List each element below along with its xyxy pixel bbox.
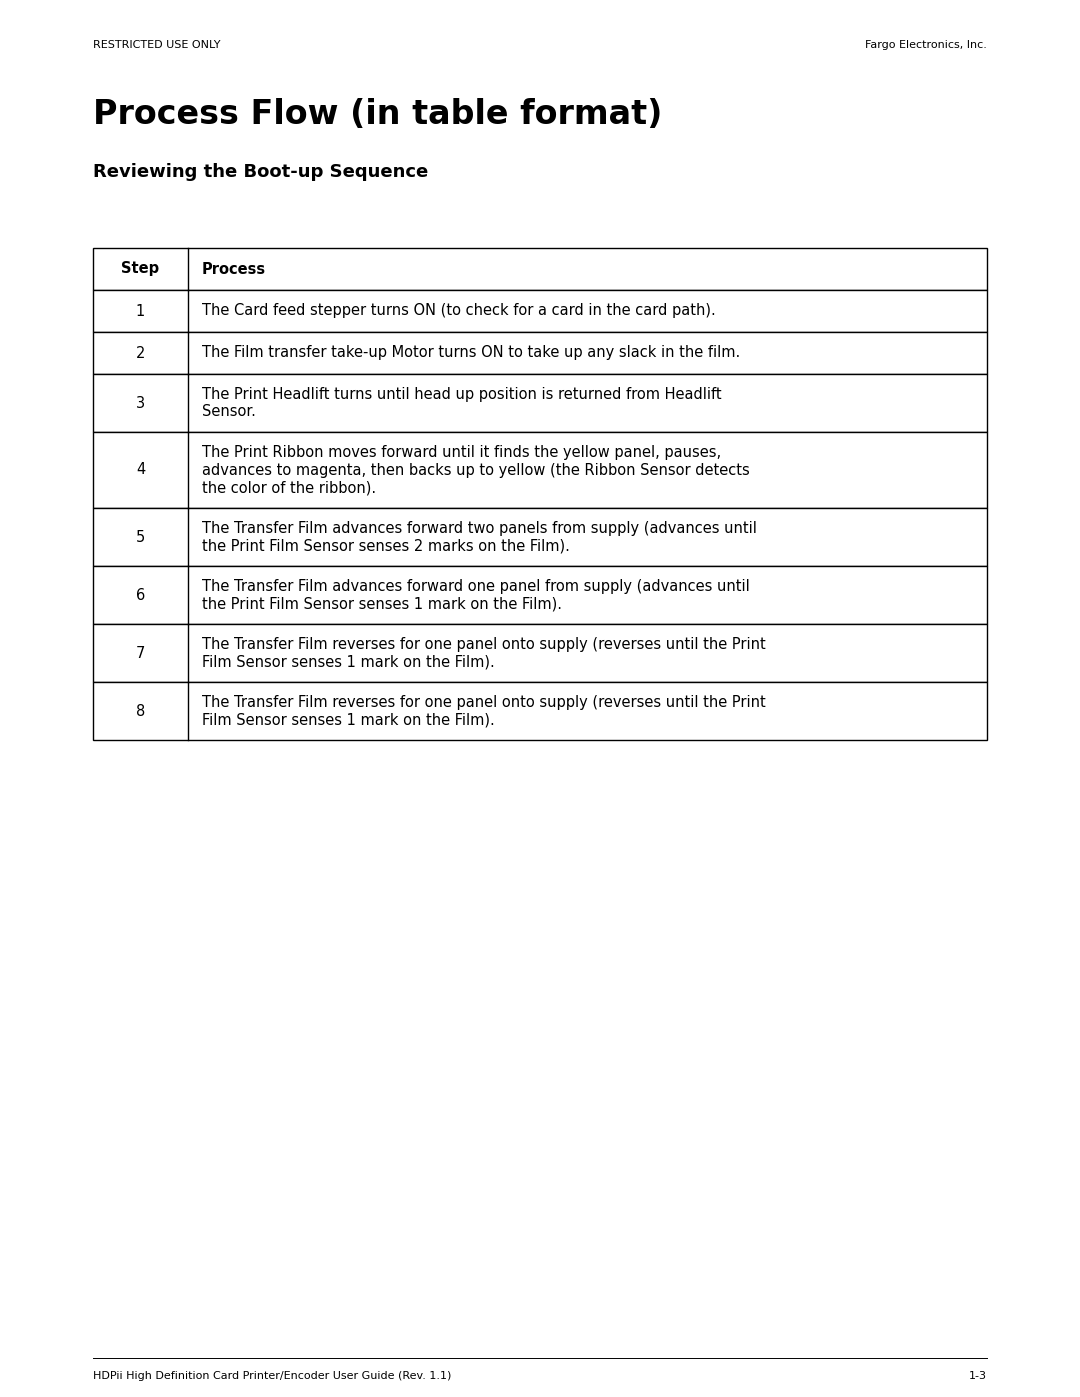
Bar: [93, 682, 987, 740]
Text: 5: 5: [136, 529, 145, 545]
Text: Fargo Electronics, Inc.: Fargo Electronics, Inc.: [865, 41, 987, 50]
Text: the color of the ribbon).: the color of the ribbon).: [202, 481, 376, 496]
Bar: [93, 432, 987, 509]
Bar: [93, 332, 987, 374]
Bar: [93, 291, 987, 332]
Text: Film Sensor senses 1 mark on the Film).: Film Sensor senses 1 mark on the Film).: [202, 655, 495, 669]
Text: advances to magenta, then backs up to yellow (the Ribbon Sensor detects: advances to magenta, then backs up to ye…: [202, 462, 750, 478]
Bar: [93, 624, 987, 682]
Text: 2: 2: [136, 345, 145, 360]
Text: 1: 1: [136, 303, 145, 319]
Bar: [93, 374, 987, 432]
Text: The Transfer Film advances forward one panel from supply (advances until: The Transfer Film advances forward one p…: [202, 578, 750, 594]
Bar: [93, 566, 987, 624]
Text: the Print Film Sensor senses 1 mark on the Film).: the Print Film Sensor senses 1 mark on t…: [202, 597, 562, 612]
Text: The Print Ribbon moves forward until it finds the yellow panel, pauses,: The Print Ribbon moves forward until it …: [202, 444, 721, 460]
Text: 6: 6: [136, 588, 145, 602]
Text: 3: 3: [136, 395, 145, 411]
Text: The Card feed stepper turns ON (to check for a card in the card path).: The Card feed stepper turns ON (to check…: [202, 303, 716, 319]
Text: 4: 4: [136, 462, 145, 478]
Text: RESTRICTED USE ONLY: RESTRICTED USE ONLY: [93, 41, 220, 50]
Bar: [93, 509, 987, 566]
Text: HDPii High Definition Card Printer/Encoder User Guide (Rev. 1.1): HDPii High Definition Card Printer/Encod…: [93, 1370, 451, 1382]
Text: Sensor.: Sensor.: [202, 405, 256, 419]
Text: Step: Step: [121, 261, 160, 277]
Text: Reviewing the Boot-up Sequence: Reviewing the Boot-up Sequence: [93, 163, 429, 182]
Text: The Print Headlift turns until head up position is returned from Headlift: The Print Headlift turns until head up p…: [202, 387, 721, 401]
Text: 8: 8: [136, 704, 145, 718]
Text: Film Sensor senses 1 mark on the Film).: Film Sensor senses 1 mark on the Film).: [202, 712, 495, 728]
Text: 1-3: 1-3: [969, 1370, 987, 1382]
Text: The Transfer Film reverses for one panel onto supply (reverses until the Print: The Transfer Film reverses for one panel…: [202, 637, 766, 651]
Bar: [93, 249, 987, 291]
Text: The Film transfer take-up Motor turns ON to take up any slack in the film.: The Film transfer take-up Motor turns ON…: [202, 345, 740, 360]
Text: Process Flow (in table format): Process Flow (in table format): [93, 99, 662, 131]
Text: 7: 7: [136, 645, 145, 661]
Text: Process: Process: [202, 261, 266, 277]
Text: the Print Film Sensor senses 2 marks on the Film).: the Print Film Sensor senses 2 marks on …: [202, 538, 570, 553]
Text: The Transfer Film reverses for one panel onto supply (reverses until the Print: The Transfer Film reverses for one panel…: [202, 694, 766, 710]
Text: The Transfer Film advances forward two panels from supply (advances until: The Transfer Film advances forward two p…: [202, 521, 757, 535]
